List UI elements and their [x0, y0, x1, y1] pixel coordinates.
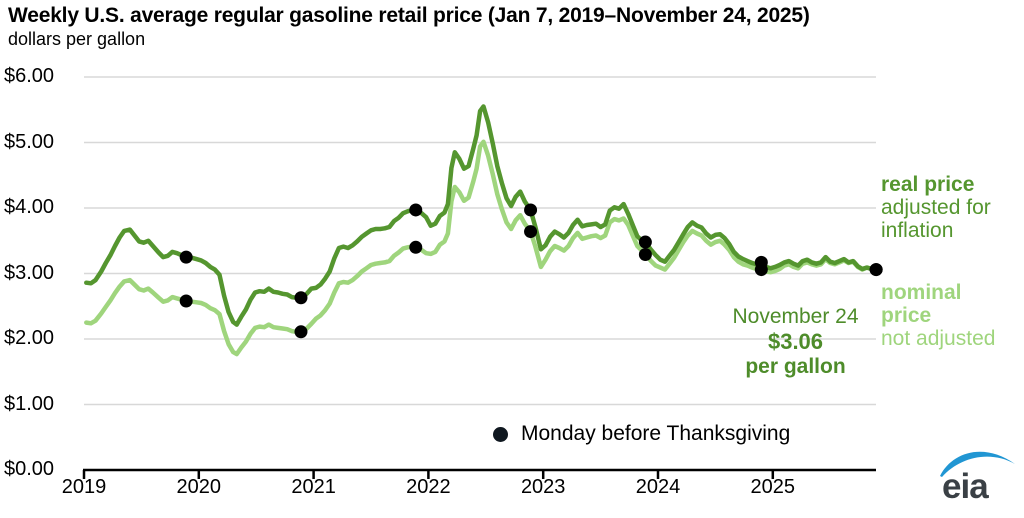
- x-tick-label-2025: 2025: [750, 476, 796, 498]
- thanksgiving-dot-real: [409, 203, 423, 217]
- series-line-nominal: [84, 139, 879, 357]
- y-tick-label-6: $6.00: [4, 65, 55, 87]
- legend-real-title: real price: [881, 173, 975, 196]
- thanksgiving-dot-real: [294, 291, 308, 305]
- eia-logo-text: eia: [942, 467, 989, 506]
- x-tick-label-2019: 2019: [61, 476, 107, 498]
- legend-real-desc-2: inflation: [881, 219, 954, 242]
- y-tick-label-0: $0.00: [4, 458, 55, 480]
- legend-nominal-desc: not adjusted: [881, 327, 996, 350]
- thanksgiving-dot-icon: [493, 427, 508, 442]
- x-tick-label-2024: 2024: [635, 476, 681, 498]
- y-tick-label-5: $5.00: [4, 130, 55, 153]
- legend-nominal-price: nominal price not adjusted: [881, 281, 995, 350]
- x-tick-label-2023: 2023: [520, 476, 566, 498]
- thanksgiving-dot-nominal: [638, 248, 652, 262]
- page-title: Weekly U.S. average regular gasoline ret…: [8, 4, 810, 27]
- legend-nominal-title-1: nominal: [881, 281, 962, 304]
- thanksgiving-dot-real: [638, 235, 652, 249]
- page-subtitle: dollars per gallon: [8, 29, 146, 49]
- thanksgiving-dot-nominal: [754, 263, 768, 277]
- annotation-date: November 24: [732, 305, 859, 328]
- legend-nominal-title-2: price: [881, 304, 932, 327]
- x-tick-label-2020: 2020: [176, 476, 222, 498]
- annotation-unit: per gallon: [745, 355, 846, 378]
- series-line-real: [84, 104, 879, 327]
- thanksgiving-dot-real: [179, 250, 193, 264]
- x-tick-label-2022: 2022: [406, 476, 451, 498]
- annotation-price: $3.06: [767, 329, 824, 354]
- thanksgiving-dot-nominal: [524, 225, 538, 239]
- legend-real-price: real price adjusted for inflation: [881, 173, 991, 242]
- latest-price-annotation: November 24 $3.06 per gallon: [708, 304, 883, 379]
- eia-swoosh-icon: [940, 451, 1015, 477]
- legend-real-desc-1: adjusted for: [881, 196, 991, 219]
- y-tick-label-2: $2.00: [4, 327, 55, 349]
- thanksgiving-legend-label: Monday before Thanksgiving: [521, 422, 791, 445]
- x-tick-label-2021: 2021: [291, 476, 336, 498]
- eia-logo: eia: [936, 447, 1020, 511]
- thanksgiving-dot-nominal: [179, 294, 193, 308]
- thanksgiving-dot-nominal: [409, 240, 423, 254]
- y-tick-label-1: $1.00: [4, 392, 55, 415]
- y-tick-label-3: $3.00: [4, 261, 55, 284]
- y-tick-label-4: $4.00: [4, 196, 55, 218]
- thanksgiving-dot-real: [524, 203, 538, 217]
- thanksgiving-dot-nominal: [294, 325, 308, 339]
- thanksgiving-dot-nominal: [869, 263, 883, 277]
